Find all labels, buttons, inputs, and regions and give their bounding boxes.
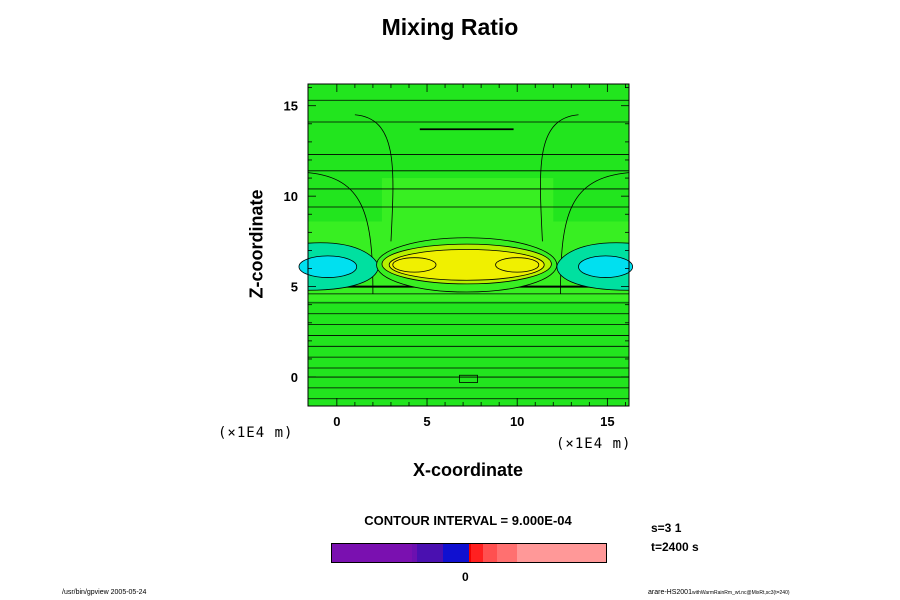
- y-tick-label-0: 0: [291, 370, 298, 385]
- contour-left-column: [354, 114, 394, 242]
- central-inner-contour: [388, 249, 545, 281]
- right-positive-core: [495, 257, 540, 273]
- chart-title: Mixing Ratio: [381, 14, 519, 40]
- footer-left: /usr/bin/gpview 2005-05-24: [62, 589, 147, 596]
- left-negative-core: [298, 255, 358, 278]
- s-annotation: s=3 1: [651, 521, 682, 535]
- x-tick-label-1: 5: [423, 414, 430, 429]
- y-tick-label-3: 15: [284, 99, 298, 114]
- x-axis-label: X-coordinate: [412, 460, 523, 480]
- colorbar: [331, 543, 607, 563]
- colorbar-segment: [471, 544, 483, 562]
- right-negative-core: [578, 255, 634, 278]
- y-axis-label: Z-coordinate: [246, 189, 267, 299]
- footer-right-main: arare-HS2001: [648, 589, 692, 596]
- contour-interval-label: CONTOUR INTERVAL = 9.000E-04: [364, 513, 572, 528]
- x-tick-label-0: 0: [333, 414, 340, 429]
- colorbar-segment: [332, 544, 412, 562]
- colorbar-segment: [469, 544, 471, 562]
- x-units-label-left: (×1E4 m): [218, 425, 294, 441]
- y-tick-label-2: 10: [284, 189, 298, 204]
- colorbar-segment: [483, 544, 497, 562]
- x-tick-label-3: 15: [600, 414, 614, 429]
- contour-right-column: [540, 114, 579, 242]
- footer-right-small: withWarmRainRm_wt.nc@MixRt,sc3(t=240): [691, 590, 790, 596]
- footer-right: arare-HS2001withWarmRainRm_wt.nc@MixRt,s…: [648, 589, 790, 596]
- y-tick-label-1: 5: [291, 280, 298, 295]
- colorbar-zero-label: 0: [462, 570, 469, 584]
- t-annotation: t=2400 s: [651, 540, 699, 554]
- left-positive-core: [392, 257, 437, 273]
- colorbar-segment: [443, 544, 469, 562]
- colorbar-segment: [412, 544, 417, 562]
- plot-frame: [307, 83, 630, 407]
- x-tick-label-2: 10: [510, 414, 524, 429]
- colorbar-segment: [517, 544, 606, 562]
- colorbar-segment: [417, 544, 443, 562]
- x-units-label-right: (×1E4 m): [556, 436, 632, 452]
- colorbar-segment: [497, 544, 517, 562]
- lower-small-contour: [459, 374, 478, 383]
